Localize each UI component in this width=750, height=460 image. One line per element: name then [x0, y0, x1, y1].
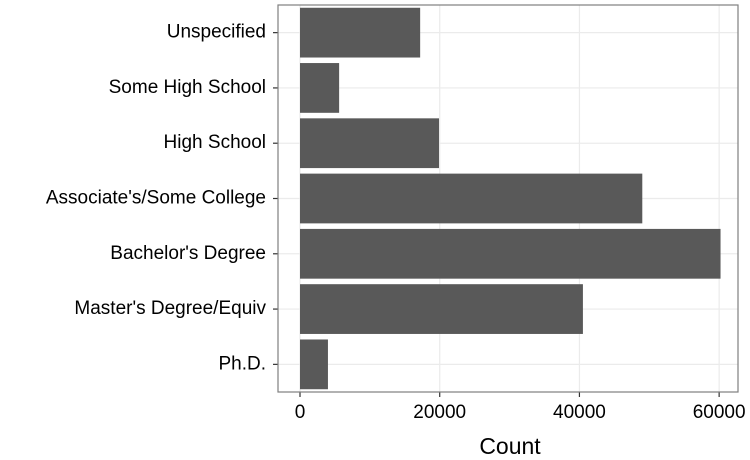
y-tick-label: Master's Degree/Equiv	[74, 298, 266, 319]
plot-border	[277, 4, 739, 393]
y-tick-label: Ph.D.	[218, 353, 266, 374]
y-tick-label: Unspecified	[167, 22, 266, 43]
bar	[300, 284, 583, 334]
x-tick-label: 40000	[553, 402, 606, 423]
x-tick-label: 60000	[693, 402, 746, 423]
y-tick-label: Associate's/Some College	[46, 188, 266, 209]
bar	[300, 228, 721, 279]
x-axis-title: Count	[479, 433, 541, 459]
bar	[300, 63, 340, 113]
x-tick-label: 0	[295, 402, 306, 423]
y-tick-label: Some High School	[109, 77, 266, 98]
bar	[300, 173, 643, 224]
y-tick-label: High School	[164, 132, 266, 153]
y-tick-label: Bachelor's Degree	[110, 243, 266, 264]
bar	[300, 7, 421, 58]
bar	[300, 339, 328, 390]
bar	[300, 118, 440, 169]
x-tick-label: 20000	[413, 402, 466, 423]
